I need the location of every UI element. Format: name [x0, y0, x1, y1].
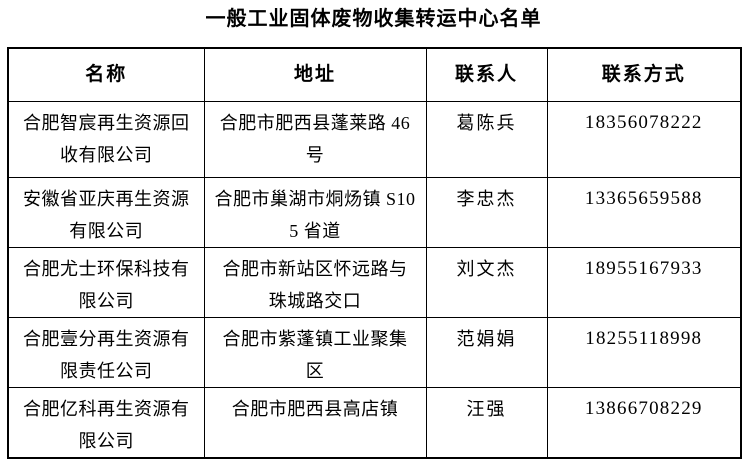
- cell-phone: 18255118998: [546, 316, 742, 388]
- cell-address: 合肥市肥西县蓬莱路 46 号: [203, 100, 427, 178]
- cell-phone: 18955167933: [546, 246, 742, 318]
- cell-name: 合肥亿科再生资源有限公司: [7, 386, 205, 458]
- contact-phone: 18356078222: [584, 111, 703, 133]
- cell-address: 合肥市肥西县高店镇: [203, 386, 427, 458]
- contact-phone: 18955167933: [584, 257, 703, 279]
- column-header-name: 名称: [7, 47, 205, 102]
- contact-person: 葛陈兵: [456, 112, 517, 133]
- table-row: 合肥壹分再生资源有限责任公司 合肥市紫蓬镇工业聚集区 范娟娟 182551189…: [7, 316, 742, 388]
- cell-name: 合肥尤士环保科技有限公司: [7, 246, 205, 318]
- company-name: 合肥尤士环保科技有限公司: [23, 258, 190, 311]
- company-name: 合肥智宸再生资源回收有限公司: [23, 112, 190, 165]
- table-header-row: 名称 地址 联系人 联系方式: [7, 47, 742, 102]
- table-row: 合肥尤士环保科技有限公司 合肥市新站区怀远路与珠城路交口 刘文杰 1895516…: [7, 246, 742, 318]
- cell-phone: 18356078222: [546, 100, 742, 178]
- contact-person: 李忠杰: [456, 188, 517, 209]
- column-header-address: 地址: [203, 47, 427, 102]
- company-address: 合肥市新站区怀远路与珠城路交口: [222, 258, 408, 311]
- cell-phone: 13866708229: [546, 386, 742, 458]
- table-container: 名称 地址 联系人 联系方式 合肥智宸再生资源回收有限公司 合肥市肥西县蓬莱路 …: [7, 47, 742, 459]
- cell-contact: 李忠杰: [425, 176, 548, 248]
- company-name: 合肥亿科再生资源有限公司: [23, 398, 190, 451]
- company-name: 安徽省亚庆再生资源有限公司: [23, 188, 190, 241]
- contact-phone: 18255118998: [585, 327, 703, 349]
- cell-name: 合肥壹分再生资源有限责任公司: [7, 316, 205, 388]
- table-row: 安徽省亚庆再生资源有限公司 合肥市巢湖市烔炀镇 S105 省道 李忠杰 1336…: [7, 176, 742, 248]
- waste-transfer-center-table: 名称 地址 联系人 联系方式 合肥智宸再生资源回收有限公司 合肥市肥西县蓬莱路 …: [7, 47, 742, 459]
- table-row: 合肥智宸再生资源回收有限公司 合肥市肥西县蓬莱路 46 号 葛陈兵 183560…: [7, 100, 742, 178]
- cell-name: 合肥智宸再生资源回收有限公司: [7, 100, 205, 178]
- contact-person: 汪强: [466, 398, 507, 419]
- table-header: 名称 地址 联系人 联系方式: [7, 47, 742, 102]
- column-header-phone: 联系方式: [546, 47, 742, 102]
- cell-contact: 葛陈兵: [425, 100, 548, 178]
- cell-name: 安徽省亚庆再生资源有限公司: [7, 176, 205, 248]
- company-address: 合肥市肥西县蓬莱路 46 号: [219, 112, 411, 165]
- cell-phone: 13365659588: [546, 176, 742, 248]
- company-address: 合肥市紫蓬镇工业聚集区: [222, 328, 408, 381]
- contact-person: 刘文杰: [456, 258, 517, 279]
- cell-contact: 范娟娟: [425, 316, 548, 388]
- cell-address: 合肥市紫蓬镇工业聚集区: [203, 316, 427, 388]
- company-name: 合肥壹分再生资源有限责任公司: [23, 328, 190, 381]
- company-address: 合肥市巢湖市烔炀镇 S105 省道: [214, 188, 416, 241]
- cell-address: 合肥市巢湖市烔炀镇 S105 省道: [203, 176, 427, 248]
- contact-phone: 13866708229: [584, 397, 703, 419]
- contact-phone: 13365659588: [584, 187, 703, 209]
- contact-person: 范娟娟: [456, 328, 517, 349]
- cell-contact: 刘文杰: [425, 246, 548, 318]
- cell-contact: 汪强: [425, 386, 548, 458]
- cell-address: 合肥市新站区怀远路与珠城路交口: [203, 246, 427, 318]
- column-header-contact: 联系人: [425, 47, 548, 102]
- table-body: 合肥智宸再生资源回收有限公司 合肥市肥西县蓬莱路 46 号 葛陈兵 183560…: [7, 100, 742, 458]
- table-row: 合肥亿科再生资源有限公司 合肥市肥西县高店镇 汪强 13866708229: [7, 386, 742, 458]
- company-address: 合肥市肥西县高店镇: [231, 398, 399, 419]
- page-title: 一般工业固体废物收集转运中心名单: [205, 8, 542, 30]
